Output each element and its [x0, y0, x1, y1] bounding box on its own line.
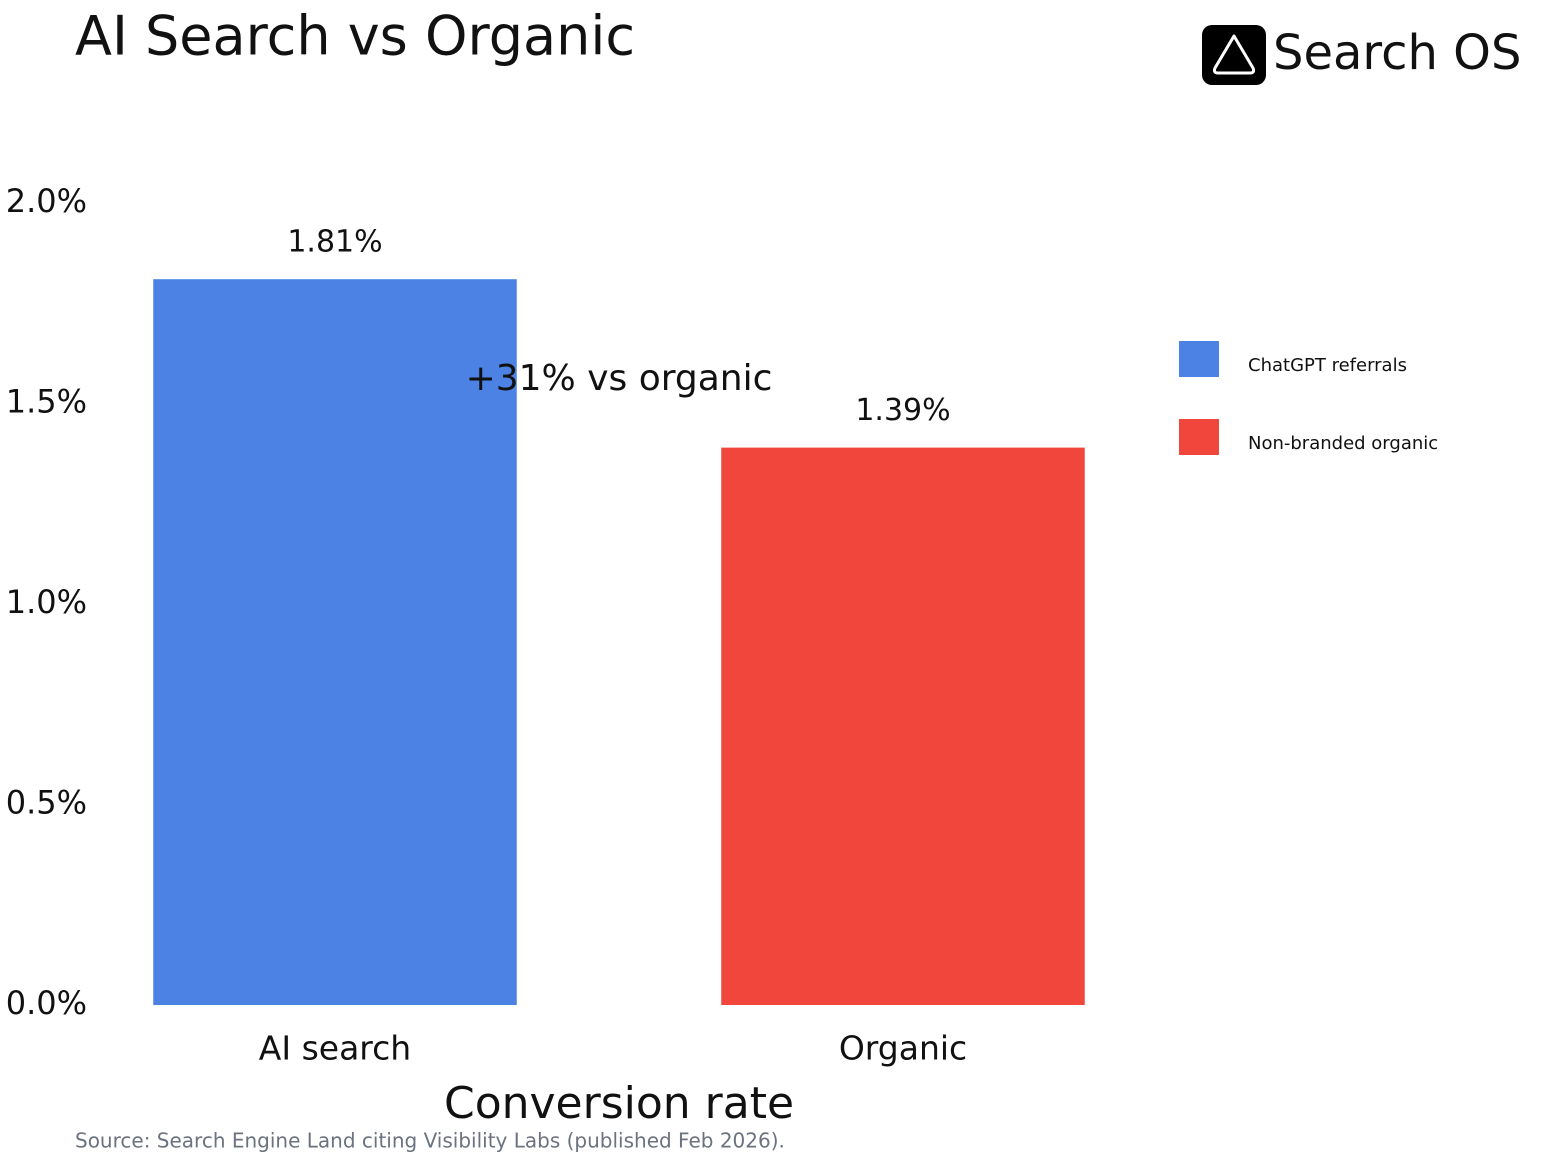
bar — [721, 447, 1085, 1005]
logo-triangle — [1212, 34, 1256, 75]
bar — [153, 279, 517, 1005]
brand-logo: Search OS — [1202, 25, 1521, 85]
y-tick-label: 2.0% — [6, 182, 87, 220]
x-tick-label: AI search — [259, 1029, 411, 1068]
value-label: 1.39% — [855, 393, 950, 428]
legend-label: ChatGPT referrals — [1248, 355, 1407, 376]
x-tick-label: Organic — [839, 1029, 967, 1068]
y-tick-label: 1.0% — [6, 583, 87, 621]
legend-label: Non-branded organic — [1248, 433, 1438, 454]
y-tick-label: 0.0% — [6, 984, 87, 1022]
x-axis-label: Conversion rate — [444, 1078, 794, 1129]
legend-swatch — [1179, 341, 1219, 377]
annotation: +31% vs organic — [466, 358, 773, 399]
value-label: 1.81% — [287, 225, 382, 260]
y-tick-label: 0.5% — [6, 784, 87, 822]
source-note: Source: Search Engine Land citing Visibi… — [75, 1129, 785, 1153]
logo-icon — [1202, 25, 1266, 85]
brand-name: Search OS — [1273, 25, 1521, 81]
chart-title: AI Search vs Organic — [75, 5, 635, 68]
legend-swatch — [1179, 419, 1219, 455]
y-tick-label: 1.5% — [6, 383, 87, 421]
